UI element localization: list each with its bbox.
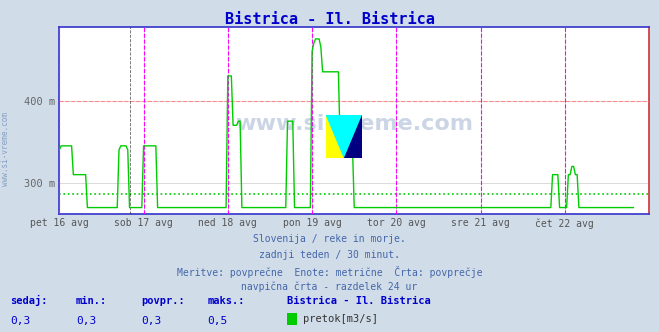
Polygon shape <box>344 115 362 158</box>
Text: pretok[m3/s]: pretok[m3/s] <box>303 314 378 324</box>
Text: navpična črta - razdelek 24 ur: navpična črta - razdelek 24 ur <box>241 282 418 292</box>
Text: maks.:: maks.: <box>208 296 245 306</box>
Text: Bistrica - Il. Bistrica: Bistrica - Il. Bistrica <box>287 296 430 306</box>
Text: Meritve: povprečne  Enote: metrične  Črta: povprečje: Meritve: povprečne Enote: metrične Črta:… <box>177 266 482 278</box>
Text: 0,3: 0,3 <box>76 316 96 326</box>
Text: povpr.:: povpr.: <box>142 296 185 306</box>
Text: Bistrica - Il. Bistrica: Bistrica - Il. Bistrica <box>225 12 434 27</box>
Text: 0,5: 0,5 <box>208 316 228 326</box>
Text: 0,3: 0,3 <box>142 316 162 326</box>
Text: min.:: min.: <box>76 296 107 306</box>
Polygon shape <box>326 115 362 158</box>
Text: sedaj:: sedaj: <box>10 295 47 306</box>
Text: zadnji teden / 30 minut.: zadnji teden / 30 minut. <box>259 250 400 260</box>
Text: 0,3: 0,3 <box>10 316 30 326</box>
Text: www.si-vreme.com: www.si-vreme.com <box>235 114 473 134</box>
Text: www.si-vreme.com: www.si-vreme.com <box>1 113 10 186</box>
Text: Slovenija / reke in morje.: Slovenija / reke in morje. <box>253 234 406 244</box>
Polygon shape <box>326 115 344 158</box>
